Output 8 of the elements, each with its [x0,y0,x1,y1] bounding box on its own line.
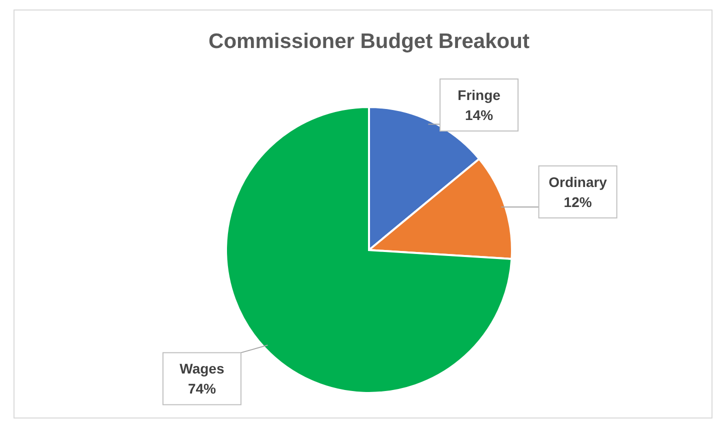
slice-label: Ordinary [548,174,608,190]
data-label: 12% [564,194,592,210]
chart-title: Commissioner Budget Breakout [208,30,530,53]
slice-label: Fringe [458,87,501,103]
data-label: 74% [188,380,217,397]
pie-slice [225,106,513,394]
data-label: 14% [465,107,494,123]
slice-label: Wages [180,360,224,377]
